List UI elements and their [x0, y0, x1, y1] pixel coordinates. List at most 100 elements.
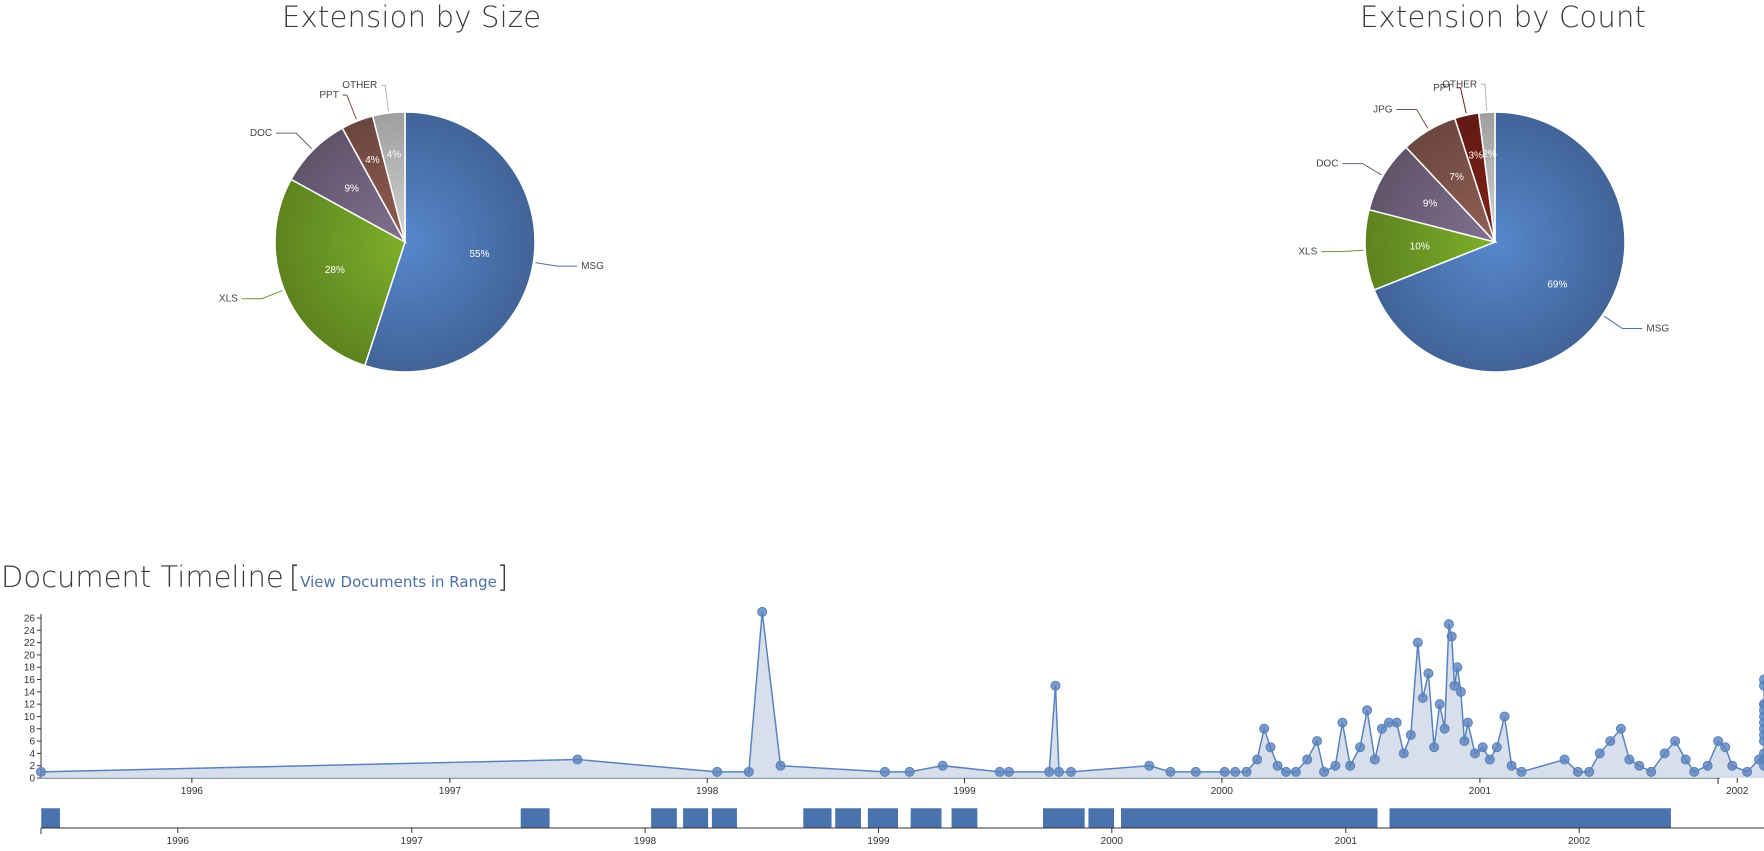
timeline-point[interactable]	[1455, 686, 1466, 697]
timeline-point[interactable]	[879, 766, 890, 777]
timeline-point[interactable]	[1281, 766, 1292, 777]
timeline-point[interactable]	[1345, 760, 1356, 771]
timeline-point[interactable]	[1759, 699, 1764, 710]
timeline-point[interactable]	[1670, 736, 1681, 747]
timeline-point[interactable]	[1516, 766, 1527, 777]
timeline-point[interactable]	[1759, 723, 1764, 734]
range-bar[interactable]	[867, 807, 899, 829]
timeline-point[interactable]	[712, 766, 723, 777]
timeline-point[interactable]	[1659, 748, 1670, 759]
timeline-point[interactable]	[1759, 729, 1764, 740]
timeline-point[interactable]	[1165, 766, 1176, 777]
timeline-point[interactable]	[1759, 736, 1764, 747]
range-bar[interactable]	[682, 807, 709, 829]
timeline-point[interactable]	[1230, 766, 1241, 777]
timeline-point[interactable]	[1624, 754, 1635, 765]
range-bar[interactable]	[951, 807, 978, 829]
range-bar[interactable]	[1087, 807, 1115, 829]
timeline-point[interactable]	[1429, 742, 1440, 753]
timeline-point[interactable]	[1265, 742, 1276, 753]
timeline-point[interactable]	[1290, 766, 1301, 777]
timeline-point[interactable]	[572, 754, 583, 765]
timeline-point[interactable]	[1066, 766, 1076, 777]
timeline-point[interactable]	[1720, 742, 1731, 753]
timeline-point[interactable]	[1689, 766, 1700, 777]
timeline-point[interactable]	[1044, 766, 1055, 777]
range-bar[interactable]	[40, 807, 61, 829]
timeline-point[interactable]	[904, 766, 915, 777]
timeline-point[interactable]	[1412, 637, 1423, 648]
size-slice-other[interactable]	[371, 111, 406, 243]
timeline-point[interactable]	[1506, 760, 1517, 771]
view-documents-in-range-link[interactable]: View Documents in Range	[300, 573, 497, 591]
timeline-point[interactable]	[1477, 742, 1488, 753]
timeline-point[interactable]	[1439, 723, 1450, 734]
timeline-point[interactable]	[1484, 754, 1495, 765]
count-slice-msg[interactable]	[1373, 111, 1626, 373]
timeline-point[interactable]	[1312, 736, 1323, 747]
timeline-point[interactable]	[1417, 693, 1428, 703]
range-bar[interactable]	[711, 807, 738, 829]
timeline-point[interactable]	[1759, 674, 1764, 685]
timeline-point[interactable]	[1584, 766, 1595, 777]
size-slice-xls[interactable]	[274, 178, 406, 367]
range-bar[interactable]	[1120, 807, 1379, 829]
timeline-point[interactable]	[1634, 760, 1645, 771]
range-bar[interactable]	[520, 807, 551, 829]
timeline-point[interactable]	[1050, 680, 1061, 691]
range-bar[interactable]	[1042, 807, 1086, 829]
timeline-point[interactable]	[1252, 754, 1263, 765]
timeline-point[interactable]	[757, 606, 768, 617]
timeline-point[interactable]	[1469, 748, 1480, 759]
timeline-point[interactable]	[1405, 729, 1416, 740]
timeline-point[interactable]	[1446, 631, 1457, 642]
timeline-point[interactable]	[743, 766, 754, 777]
timeline-point[interactable]	[1054, 766, 1065, 777]
timeline-point[interactable]	[1759, 711, 1764, 722]
range-bar[interactable]	[834, 807, 862, 829]
timeline-point[interactable]	[1443, 619, 1454, 630]
timeline-point[interactable]	[1499, 711, 1510, 722]
timeline-point[interactable]	[1355, 742, 1366, 753]
timeline-point[interactable]	[1241, 766, 1252, 777]
timeline-point[interactable]	[1759, 717, 1764, 728]
timeline-point[interactable]	[1452, 662, 1463, 673]
timeline-point[interactable]	[1459, 736, 1470, 747]
timeline-point[interactable]	[1259, 723, 1270, 734]
timeline-point[interactable]	[1272, 760, 1283, 771]
timeline-point[interactable]	[1491, 742, 1502, 753]
timeline-point[interactable]	[1383, 717, 1394, 728]
count-slice-other[interactable]	[1477, 111, 1496, 243]
timeline-point[interactable]	[1759, 705, 1764, 716]
timeline-point[interactable]	[1759, 754, 1764, 765]
timeline-point[interactable]	[1727, 760, 1738, 771]
timeline-point[interactable]	[1423, 668, 1434, 679]
timeline-point[interactable]	[1376, 723, 1387, 734]
timeline-point[interactable]	[1337, 717, 1348, 728]
timeline-point[interactable]	[1759, 699, 1764, 710]
range-bar[interactable]	[910, 807, 943, 829]
timeline-point[interactable]	[1605, 736, 1616, 747]
timeline-point[interactable]	[1594, 748, 1605, 759]
timeline-point[interactable]	[1646, 766, 1657, 777]
range-bar[interactable]	[802, 807, 833, 829]
timeline-point[interactable]	[1369, 754, 1380, 765]
timeline-point[interactable]	[1680, 754, 1691, 765]
timeline-point[interactable]	[1754, 754, 1764, 765]
range-bar[interactable]	[1389, 807, 1672, 829]
timeline-point[interactable]	[1330, 760, 1341, 771]
timeline-point[interactable]	[1615, 723, 1626, 734]
timeline-point[interactable]	[1462, 717, 1473, 728]
timeline-point[interactable]	[994, 766, 1005, 777]
timeline-point[interactable]	[937, 760, 948, 771]
timeline-point[interactable]	[775, 760, 786, 771]
timeline-point[interactable]	[1434, 699, 1445, 710]
timeline-point[interactable]	[1449, 680, 1460, 691]
count-slice-xls[interactable]	[1364, 208, 1498, 291]
range-bar[interactable]	[650, 807, 678, 829]
timeline-point[interactable]	[1190, 766, 1201, 777]
timeline-point[interactable]	[1362, 705, 1373, 716]
timeline-point[interactable]	[1219, 766, 1230, 777]
timeline-point[interactable]	[1302, 754, 1313, 765]
size-slice-msg[interactable]	[363, 111, 536, 373]
